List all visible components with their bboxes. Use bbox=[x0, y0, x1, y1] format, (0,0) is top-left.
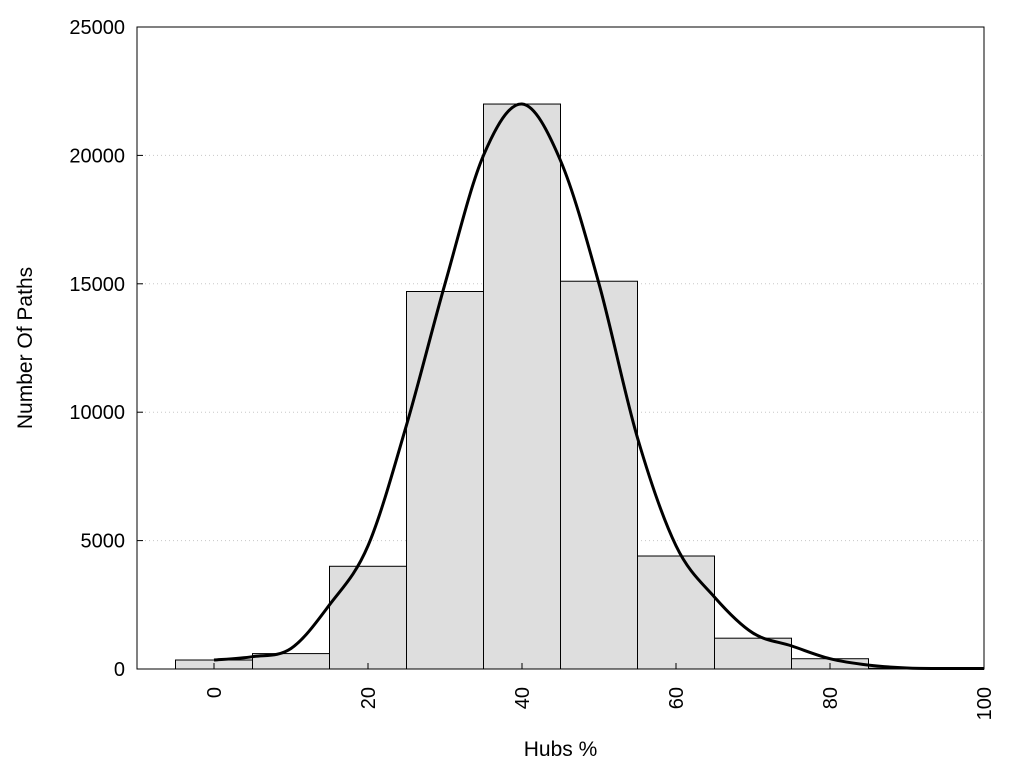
y-tick-label: 15000 bbox=[69, 274, 125, 296]
histogram-bar bbox=[560, 280, 638, 670]
x-tick-label: 20 bbox=[358, 687, 380, 709]
x-tick-label: 80 bbox=[820, 687, 842, 709]
density-curve bbox=[213, 102, 985, 671]
x-tick-label: 40 bbox=[512, 687, 534, 709]
histogram-bar bbox=[637, 555, 715, 670]
histogram-bar bbox=[483, 103, 561, 670]
x-tick-label: 60 bbox=[666, 687, 688, 709]
x-tick-label: 100 bbox=[974, 687, 996, 720]
x-tick-label: 0 bbox=[204, 687, 226, 698]
x-axis-ticks: 0 20 40 60 80 100 bbox=[204, 663, 996, 720]
histogram-bar bbox=[406, 291, 484, 670]
y-tick-label: 20000 bbox=[69, 145, 125, 167]
y-tick-label: 10000 bbox=[69, 402, 125, 424]
histogram-bars bbox=[175, 103, 946, 670]
y-tick-label: 0 bbox=[114, 659, 125, 681]
y-axis-ticks: 0 5000 10000 15000 20000 25000 bbox=[69, 17, 143, 681]
histogram-bar bbox=[329, 565, 407, 670]
y-tick-label: 5000 bbox=[81, 531, 126, 553]
y-axis-title: Number Of Paths bbox=[14, 267, 37, 429]
plot-frame bbox=[136, 26, 985, 670]
y-tick-label: 25000 bbox=[69, 17, 125, 39]
x-axis-title: Hubs % bbox=[524, 738, 598, 761]
